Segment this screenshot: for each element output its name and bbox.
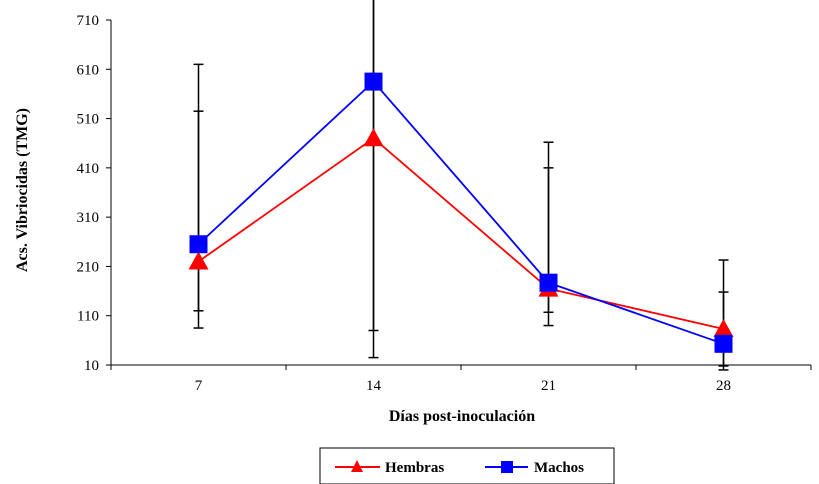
axes <box>111 20 811 365</box>
y-tick-label: 610 <box>77 62 100 78</box>
legend-machos-square-icon <box>501 461 513 473</box>
x-tick-label: 28 <box>716 378 731 394</box>
hembras-line <box>199 138 724 329</box>
y-tick-labels: 10 110 210 310 410 510 610 710 <box>77 13 112 374</box>
y-tick-label: 410 <box>77 161 100 177</box>
y-tick-label: 310 <box>77 210 100 226</box>
y-tick-label: 510 <box>77 112 100 128</box>
y-tick-label: 210 <box>77 259 100 275</box>
x-tick-label: 7 <box>195 378 203 394</box>
legend: Hembras Machos <box>320 448 614 484</box>
machos-marker <box>540 274 558 292</box>
machos-marker <box>715 335 733 353</box>
series-lines <box>199 82 724 344</box>
y-axis-title: Acs. Vibriocidas (TMG) <box>14 108 31 272</box>
machos-marker <box>365 73 383 91</box>
legend-hembras-label: Hembras <box>385 460 444 476</box>
x-axis-title: Días post-inoculación <box>389 408 535 425</box>
legend-machos-label: Machos <box>534 460 584 476</box>
error-bars <box>194 0 729 370</box>
y-tick-label: 10 <box>84 358 99 374</box>
hembras-marker <box>364 128 384 146</box>
x-tick-labels: 7 14 21 28 <box>111 365 811 394</box>
machos-marker <box>190 235 208 253</box>
y-tick-label: 710 <box>77 13 100 29</box>
x-tick-label: 14 <box>366 378 382 394</box>
hembras-marker <box>189 252 209 270</box>
x-tick-label: 21 <box>541 378 556 394</box>
y-tick-label: 110 <box>77 309 99 325</box>
